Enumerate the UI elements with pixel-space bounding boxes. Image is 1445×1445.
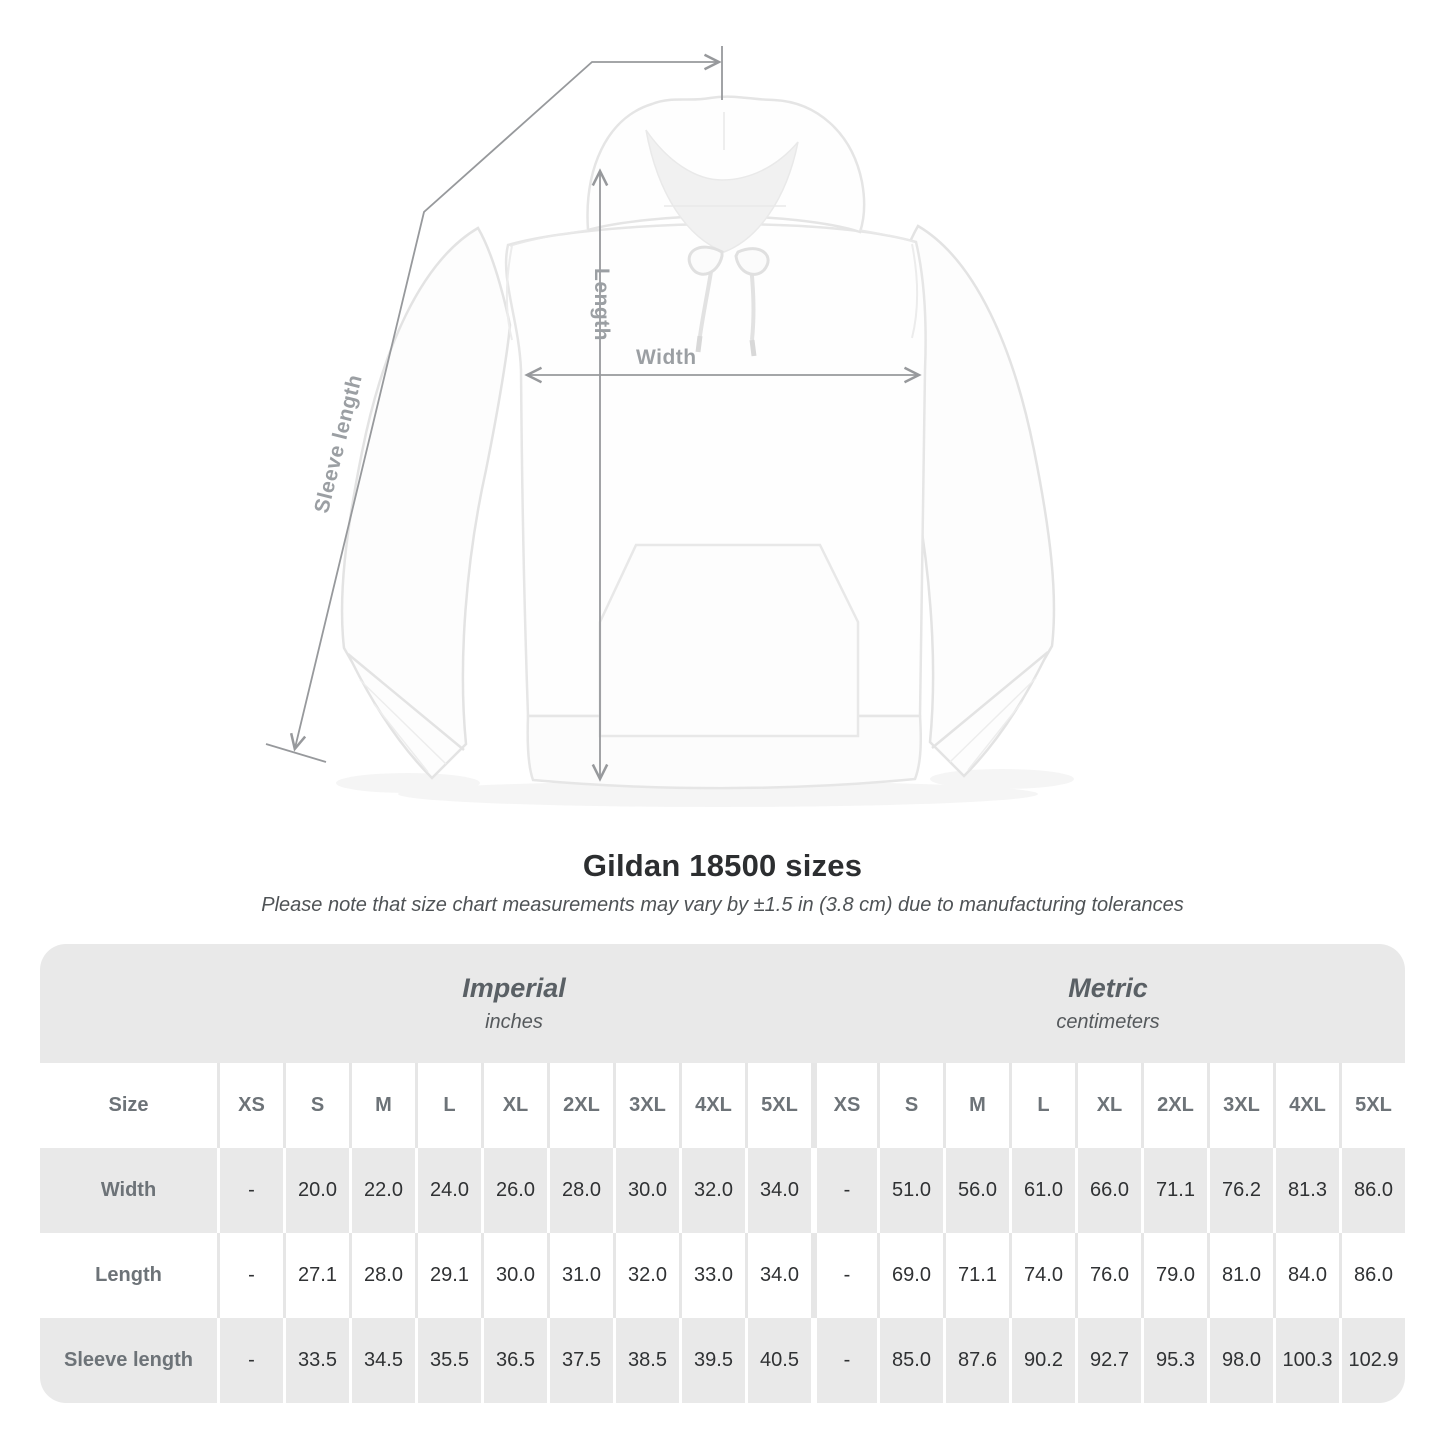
table-cell: L [415, 1063, 481, 1148]
table-cell: 30.0 [481, 1233, 547, 1318]
table-cell: 5XL [745, 1063, 811, 1148]
table-cell: 87.6 [943, 1318, 1009, 1403]
table-cell: XS [217, 1063, 283, 1148]
table-cell: 76.0 [1075, 1233, 1141, 1318]
table-cell: 40.5 [745, 1318, 811, 1403]
tolerance-note: Please note that size chart measurements… [261, 894, 1184, 916]
table-cell: 85.0 [877, 1318, 943, 1403]
unit-group-imperial: Imperial inches [217, 944, 811, 1063]
unit-group-metric: Metric centimeters [811, 944, 1405, 1063]
table-cell: 33.5 [283, 1318, 349, 1403]
table-cell: 28.0 [349, 1233, 415, 1318]
table-cell: 20.0 [283, 1148, 349, 1233]
table-cell: 102.9 [1339, 1318, 1405, 1403]
table-row: Length -27.1 28.0 29.1 30.0 31.0 32.0 33.0 34.0-… [40, 1233, 1405, 1318]
table-cell: 90.2 [1009, 1318, 1075, 1403]
size-chart-table: Imperial inches Metric centimeters Size X… [40, 944, 1405, 1403]
table-cell: 71.1 [943, 1233, 1009, 1318]
table-row: Width -20.0 22.0 24.0 26.0 28.0 30.0 32.0 34.0-5… [40, 1148, 1405, 1233]
table-cell: - [811, 1148, 877, 1233]
table-cell: 36.5 [481, 1318, 547, 1403]
imperial-unit-label: inches [485, 1011, 543, 1033]
table-cell: XL [481, 1063, 547, 1148]
length-measure-label: Length [590, 268, 613, 341]
table-cell: 2XL [547, 1063, 613, 1148]
row-label: Length [95, 1264, 162, 1286]
table-cell: M [943, 1063, 1009, 1148]
row-label: Sleeve length [64, 1349, 193, 1371]
page-title: Gildan 18500 sizes [582, 848, 863, 883]
table-cell: 86.0 [1339, 1148, 1405, 1233]
table-cell: 74.0 [1009, 1233, 1075, 1318]
table-cell: 32.0 [613, 1233, 679, 1318]
table-cell: 66.0 [1075, 1148, 1141, 1233]
table-cell: 81.0 [1207, 1233, 1273, 1318]
table-body: Size XS S M L XL 2XL 3XL 4XL 5XL XS S M L XL 2XL 3XL 4XL 5… [40, 1063, 1405, 1403]
table-cell: - [217, 1148, 283, 1233]
table-cell: 69.0 [877, 1233, 943, 1318]
table-cell: 81.3 [1273, 1148, 1339, 1233]
table-cell: 37.5 [547, 1318, 613, 1403]
table-cell: 34.0 [745, 1148, 811, 1233]
table-cell: 35.5 [415, 1318, 481, 1403]
table-cell: 22.0 [349, 1148, 415, 1233]
table-cell: 92.7 [1075, 1318, 1141, 1403]
table-cell: - [811, 1318, 877, 1403]
table-cell: 98.0 [1207, 1318, 1273, 1403]
table-cell: 56.0 [943, 1148, 1009, 1233]
table-cell: 39.5 [679, 1318, 745, 1403]
measurement-lines [265, 46, 922, 782]
table-cell: M [349, 1063, 415, 1148]
table-cell: 32.0 [679, 1148, 745, 1233]
table-cell: 51.0 [877, 1148, 943, 1233]
table-row: Sleeve length -33.5 34.5 35.5 36.5 37.5 38.5 39… [40, 1318, 1405, 1403]
product-figure: Length Width Sleeve length [265, 46, 1074, 807]
table-cell: 95.3 [1141, 1318, 1207, 1403]
table-cell: XS [811, 1063, 877, 1148]
table-cell: 34.5 [349, 1318, 415, 1403]
table-cell: XL [1075, 1063, 1141, 1148]
kangaroo-pocket [598, 543, 860, 738]
table-cell: 5XL [1339, 1063, 1405, 1148]
table-cell: 28.0 [547, 1148, 613, 1233]
table-cell: 29.1 [415, 1233, 481, 1318]
table-cell: S [877, 1063, 943, 1148]
table-cell: 38.5 [613, 1318, 679, 1403]
table-cell: 61.0 [1009, 1148, 1075, 1233]
table-cell: 3XL [613, 1063, 679, 1148]
table-cell: 76.2 [1207, 1148, 1273, 1233]
metric-unit-label: centimeters [1056, 1011, 1160, 1033]
table-cell: 86.0 [1339, 1233, 1405, 1318]
table-cell: 30.0 [613, 1148, 679, 1233]
metric-label: Metric [1068, 973, 1148, 1003]
row-label: Width [100, 1179, 157, 1201]
table-cell: - [217, 1318, 283, 1403]
table-cell: 4XL [679, 1063, 745, 1148]
table-cell: - [217, 1233, 283, 1318]
hoodie-shadow [336, 769, 1074, 807]
table-cell: 27.1 [283, 1233, 349, 1318]
table-cell: 33.0 [679, 1233, 745, 1318]
hoodie-illustration [265, 46, 1074, 807]
table-cell: 100.3 [1273, 1318, 1339, 1403]
table-cell: 4XL [1273, 1063, 1339, 1148]
imperial-label: Imperial [462, 973, 566, 1003]
table-cell: 2XL [1141, 1063, 1207, 1148]
table-cell: 31.0 [547, 1233, 613, 1318]
table-cell: S [283, 1063, 349, 1148]
table-cell: 79.0 [1141, 1233, 1207, 1318]
table-cell: 24.0 [415, 1148, 481, 1233]
table-cell: 84.0 [1273, 1233, 1339, 1318]
row-label: Size [108, 1094, 149, 1116]
width-measure-label: Width [636, 346, 697, 369]
table-cell: 26.0 [481, 1148, 547, 1233]
table-cell: L [1009, 1063, 1075, 1148]
table-cell: 71.1 [1141, 1148, 1207, 1233]
table-cell: - [811, 1233, 877, 1318]
table-cell: 34.0 [745, 1233, 811, 1318]
table-row: Size XS S M L XL 2XL 3XL 4XL 5XL XS S M L XL 2XL 3XL 4XL 5… [40, 1063, 1405, 1148]
table-cell: 3XL [1207, 1063, 1273, 1148]
table-header-band: Imperial inches Metric centimeters [40, 944, 1405, 1063]
